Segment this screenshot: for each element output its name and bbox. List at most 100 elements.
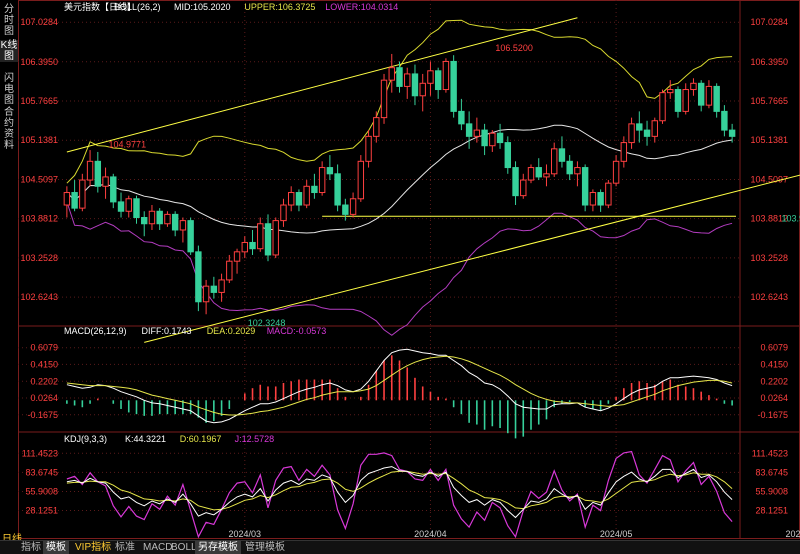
bottom-tab-bar: 指标 模板 VIP指标 标准 MACD BOLL 另存模板 管理模板 [0,540,800,554]
chart-area[interactable]: 107.0284 107.0284 106.3950 106.3950 105.7665… [18,0,800,540]
kdj-tick-label-left: 83.6745 [25,467,58,477]
candle-body [365,135,372,162]
candle-body [411,73,419,97]
candle-body [458,110,465,125]
x-tick-label: 2024/04 [414,529,447,539]
candle-body [605,182,612,206]
macd-tick-label-left: 0.6079 [30,343,58,353]
candle-body [71,192,78,209]
candle-body [63,192,71,206]
price-tick-label-left: 105.1381 [20,135,58,145]
sidebar-item-contract-info[interactable]: 合约资料 [4,107,14,151]
candle-body [566,160,573,175]
candle-body [620,142,628,162]
kdj-legend-label: KDJ(9,3,3) [64,434,107,444]
candle-body [527,167,535,181]
candle-body [427,70,434,84]
candle-body [442,60,450,91]
price-tick-label-right: 103.8812 [750,214,788,224]
candle-body [94,160,102,187]
candle-body [264,223,272,256]
candle-body [249,241,256,250]
tab-save-template[interactable]: 另存模板 [195,541,241,554]
tab-template[interactable]: 模板 [43,541,69,554]
price-tick-label-left: 103.2528 [20,253,58,263]
kdj-legend-value: D:60.1967 [180,434,222,444]
tab-vip-indicator[interactable]: VIP指标 [75,542,112,553]
candle-body [581,167,589,206]
candle-body [241,241,248,253]
macd-tick-label-left: 0.4150 [30,359,58,369]
candle-body [280,204,287,222]
sidebar-item-kline[interactable]: K线图 [0,40,18,62]
candle-body [434,70,442,91]
candle-body [643,129,651,137]
price-tick-label-right: 106.3950 [750,57,788,67]
tab-macd[interactable]: MACD [143,542,173,553]
candle-body [504,142,512,169]
boll-legend-value: BOLL(26,2) [114,2,161,12]
macd-tick-label-right: 0.0264 [760,393,788,403]
price-annotation: 102.3248 [248,318,286,328]
price-tick-label-left: 102.6243 [20,292,58,302]
macd-dif-line [66,348,733,424]
macd-dea-line [66,355,733,416]
candle-body [295,192,303,206]
candle-body [210,285,218,293]
candle-body [110,176,117,203]
candle-body [287,192,295,206]
candle-body [102,176,109,187]
kdj-d-line [66,470,733,511]
candle-body [357,160,365,200]
tab-boll[interactable]: BOLL [171,542,197,553]
tab-standard[interactable]: 标准 [115,542,135,553]
candle-body [690,82,697,91]
candle-body [667,89,674,94]
sidebar-item-intraday[interactable]: 分时图 [4,4,14,37]
candle-body [303,185,310,206]
kdj-tick-label-right: 111.4523 [752,448,788,458]
sidebar-item-flash[interactable]: 闪电图 [4,73,14,106]
candle-body [133,198,140,218]
candle-body [373,117,380,137]
candle-body [388,67,395,81]
macd-tick-label-right: 0.4150 [760,359,788,369]
candle-body [404,73,411,87]
candle-body [148,210,156,225]
kdj-j-line [66,450,733,539]
candle-body [272,220,279,256]
candle-body [543,173,550,178]
price-tick-label-right: 105.7665 [750,96,788,106]
macd-tick-label-right: -0.1675 [757,410,788,420]
candle-body [187,220,194,253]
candle-body [218,279,225,293]
price-annotation: 103.9926 [782,214,800,224]
candle-body [257,223,264,250]
boll-legend-value: UPPER:106.3725 [244,2,315,12]
candle-body [481,129,488,147]
kdj-legend-value: K:44.3221 [125,434,166,444]
macd-legend-value: MACD:-0.0573 [267,326,327,336]
candle-body [551,148,558,175]
candle-body [589,192,597,206]
candle-body [79,179,86,209]
period-label: 日线 [2,530,22,545]
macd-tick-label-right: 0.2202 [760,376,788,386]
boll-lower-line [66,201,733,336]
candle-body [473,129,481,137]
candle-body [141,216,148,225]
candle-body [202,285,210,303]
candle-body [520,179,527,197]
macd-legend-value: DEA:0.2029 [207,326,256,336]
tab-manage-template[interactable]: 管理模板 [245,542,285,553]
x-tick-label: 2024/05 [600,529,633,539]
candle-body [179,220,187,231]
tab-indicator[interactable]: 指标 [21,542,41,553]
boll-legend-value: MID:105.2020 [174,2,231,12]
candle-body [659,92,666,122]
candle-body [342,204,349,215]
price-tick-label-right: 102.6243 [750,292,788,302]
price-tick-label-left: 106.3950 [20,57,58,67]
macd-tick-label-right: 0.6079 [760,343,788,353]
candle-body [326,167,334,175]
